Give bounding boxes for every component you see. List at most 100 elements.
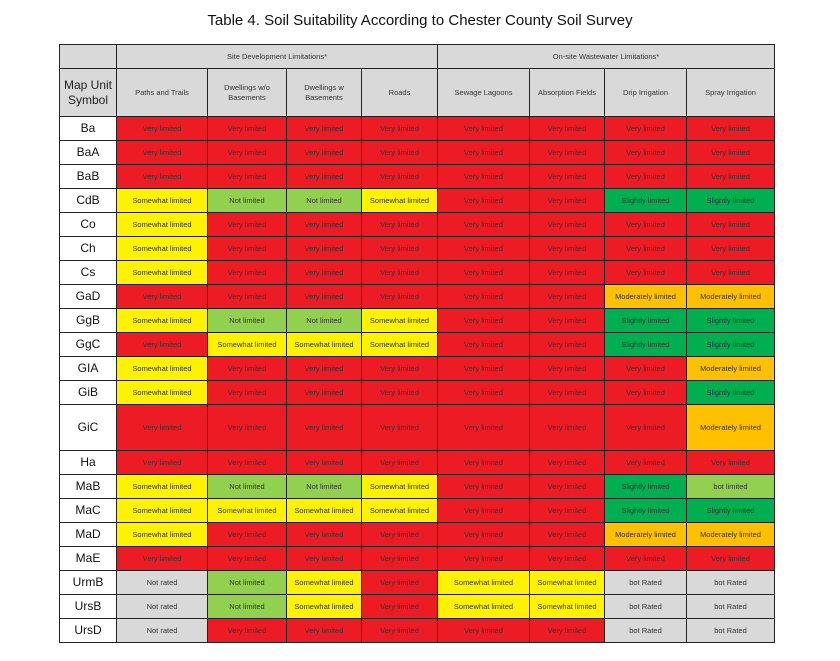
rating-cell: Somewhat limited: [116, 356, 208, 381]
rating-cell: Very limited: [529, 284, 605, 309]
column-header: Dwellings w/o Basements: [207, 68, 287, 117]
rating-cell: Very limited: [361, 594, 438, 619]
rating-cell: Very limited: [207, 380, 287, 405]
rating-cell: Somewhat limited: [116, 188, 208, 213]
rating-cell: bot Rated: [604, 618, 687, 643]
rating-cell: Very limited: [437, 308, 530, 333]
rating-cell: Moderately limited: [686, 522, 775, 547]
rating-cell: Very limited: [686, 450, 775, 475]
rating-cell: Somewhat limited: [207, 498, 287, 523]
rating-cell: Slightly limited: [686, 308, 775, 333]
rating-cell: Very limited: [686, 260, 775, 285]
rating-cell: Not limited: [207, 570, 287, 595]
map-unit-symbol: GgB: [59, 308, 117, 333]
rating-cell: Very limited: [604, 380, 687, 405]
table-row: Ch Somewhat limited Very limited Very limit…: [59, 236, 775, 261]
rating-cell: Somewhat limited: [529, 570, 605, 595]
rating-cell: Very limited: [604, 546, 687, 571]
rating-cell: Very limited: [207, 618, 287, 643]
column-header-symbol: Map Unit Symbol: [59, 68, 117, 117]
table-row: BaB Very limited Very limited Very limited V…: [59, 164, 775, 189]
rating-cell: Very limited: [686, 236, 775, 261]
rating-cell: Very limited: [437, 284, 530, 309]
rating-cell: Very limited: [529, 522, 605, 547]
map-unit-symbol: CdB: [59, 188, 117, 213]
table-row: UrsB Not rated Not limited Somewhat limited…: [59, 594, 775, 619]
rating-cell: Very limited: [207, 284, 287, 309]
rating-cell: Very limited: [529, 212, 605, 237]
rating-cell: Very limited: [437, 450, 530, 475]
rating-cell: Very limited: [116, 546, 208, 571]
rating-cell: Very limited: [686, 164, 775, 189]
table-row: UrmB Not rated Not limited Somewhat limited…: [59, 570, 775, 595]
rating-cell: Very limited: [286, 522, 362, 547]
table-title: Table 4. Soil Suitability According to C…: [207, 12, 633, 29]
rating-cell: Very limited: [437, 522, 530, 547]
rating-cell: bot Rated: [686, 570, 775, 595]
rating-cell: Very limited: [286, 546, 362, 571]
column-header: Paths and Trails: [116, 68, 208, 117]
rating-cell: Very limited: [286, 450, 362, 475]
rating-cell: Very limited: [529, 450, 605, 475]
map-unit-symbol: Co: [59, 212, 117, 237]
rating-cell: Very limited: [437, 236, 530, 261]
rating-cell: Very limited: [116, 284, 208, 309]
rating-cell: Slightly limited: [604, 332, 687, 357]
table-row: MaB Somewhat limited Not limited Not limite…: [59, 474, 775, 499]
rating-cell: Very limited: [529, 404, 605, 451]
rating-cell: Very limited: [207, 450, 287, 475]
group-header-site-development: Site Development Limitations*: [116, 44, 438, 69]
rating-cell: Very limited: [207, 356, 287, 381]
table-row: GgB Somewhat limited Not limited Not limite…: [59, 308, 775, 333]
map-unit-symbol: BaA: [59, 140, 117, 165]
rating-cell: Very limited: [437, 164, 530, 189]
rating-cell: Somewhat limited: [361, 188, 438, 213]
map-unit-symbol: Ch: [59, 236, 117, 261]
rating-cell: Very limited: [604, 404, 687, 451]
rating-cell: Very limited: [529, 618, 605, 643]
rating-cell: bot Rated: [686, 594, 775, 619]
rating-cell: Very limited: [529, 308, 605, 333]
rating-cell: Somewhat limited: [116, 498, 208, 523]
table-row: GiB Somewhat limited Very limited Very limi…: [59, 380, 775, 405]
rating-cell: Very limited: [116, 450, 208, 475]
map-unit-symbol: GaD: [59, 284, 117, 309]
table-row: GiC Very limited Very limited Very limited V…: [59, 404, 775, 451]
corner-cell: [59, 44, 117, 69]
rating-cell: Very limited: [437, 116, 530, 141]
table-row: Ha Very limited Very limited Very limited Ve…: [59, 450, 775, 475]
rating-cell: Slightly limited: [604, 308, 687, 333]
rating-cell: bot Rated: [686, 618, 775, 643]
rating-cell: Very limited: [529, 380, 605, 405]
map-unit-symbol: BaB: [59, 164, 117, 189]
rating-cell: Very limited: [207, 116, 287, 141]
table-row: CdB Somewhat limited Not limited Not limite…: [59, 188, 775, 213]
rating-cell: Very limited: [286, 284, 362, 309]
map-unit-symbol: MaC: [59, 498, 117, 523]
rating-cell: Very limited: [604, 450, 687, 475]
rating-cell: Very limited: [361, 236, 438, 261]
rating-cell: Not limited: [207, 594, 287, 619]
rating-cell: Very limited: [361, 618, 438, 643]
map-unit-symbol: UrmB: [59, 570, 117, 595]
rating-cell: Very limited: [361, 212, 438, 237]
rating-cell: Very limited: [529, 140, 605, 165]
rating-cell: Very limited: [529, 116, 605, 141]
rating-cell: Very limited: [437, 380, 530, 405]
rating-cell: Not limited: [286, 308, 362, 333]
rating-cell: Very limited: [116, 332, 208, 357]
rating-cell: Somewhat limited: [286, 498, 362, 523]
rating-cell: Not limited: [207, 188, 287, 213]
rating-cell: Not limited: [207, 308, 287, 333]
rating-cell: Very limited: [437, 618, 530, 643]
rating-cell: Very limited: [361, 116, 438, 141]
column-header: Sewage Lagoons: [437, 68, 530, 117]
rating-cell: Very limited: [529, 236, 605, 261]
rating-cell: Somewhat limited: [116, 474, 208, 499]
table-row: MaD Somewhat limited Very limited Very limi…: [59, 522, 775, 547]
rating-cell: Very limited: [437, 332, 530, 357]
rating-cell: Very limited: [437, 212, 530, 237]
rating-cell: Very limited: [437, 498, 530, 523]
rating-cell: bot limited: [686, 474, 775, 499]
map-unit-symbol: GiB: [59, 380, 117, 405]
